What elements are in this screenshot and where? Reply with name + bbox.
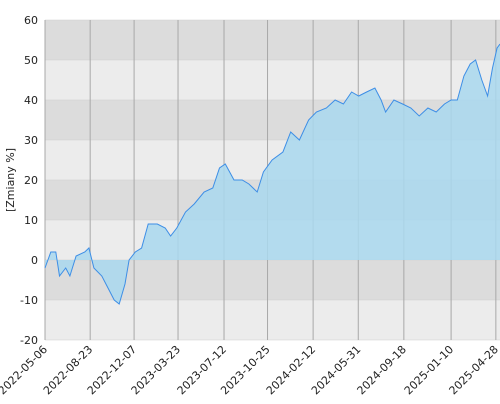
y-tick-label: 50 — [24, 54, 38, 67]
y-tick-label: 40 — [24, 94, 38, 107]
y-tick-label: 30 — [24, 134, 38, 147]
y-tick-label: 20 — [24, 174, 38, 187]
y-axis-label: [Zmiany %] — [4, 148, 17, 212]
grid-band — [45, 300, 500, 340]
x-tick-label: 2024-09-18 — [355, 343, 409, 397]
area — [45, 44, 500, 304]
y-tick-label: 10 — [24, 214, 38, 227]
y-tick-label: -20 — [20, 334, 38, 347]
y-tick-label: -10 — [20, 294, 38, 307]
grid-band — [45, 20, 500, 60]
y-tick-label: 60 — [24, 14, 38, 27]
line — [44, 43, 500, 305]
grid-band — [45, 60, 500, 100]
y-tick-label: 0 — [31, 254, 38, 267]
